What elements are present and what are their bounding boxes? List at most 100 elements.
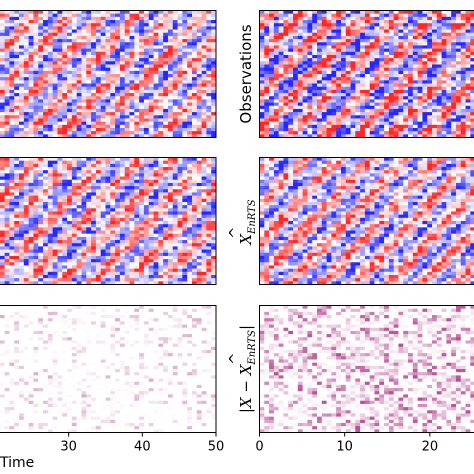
- heatmap-cell: [91, 32, 97, 37]
- heatmap-cell: [19, 160, 25, 165]
- heatmap-cell: [460, 89, 466, 94]
- heatmap-cell: [451, 16, 457, 21]
- heatmap-cell: [148, 83, 154, 88]
- heatmap-cell: [470, 80, 474, 84]
- heatmap-cell: [0, 83, 5, 88]
- heatmap-cell: [76, 214, 82, 219]
- heatmap-cell: [317, 13, 323, 18]
- heatmap-cell: [167, 67, 174, 72]
- heatmap-cell: [91, 131, 97, 135]
- heatmap-cell: [43, 274, 49, 279]
- heatmap-cell: [264, 134, 270, 138]
- heatmap-cell: [81, 262, 87, 266]
- heatmap-cell: [4, 182, 10, 187]
- heatmap-cell: [336, 54, 342, 59]
- heatmap-cell: [288, 89, 294, 94]
- heatmap-cell: [283, 39, 289, 43]
- heatmap-cell: [52, 96, 58, 100]
- heatmap-cell: [278, 10, 284, 15]
- heatmap-cell: [9, 167, 15, 171]
- heatmap-cell: [67, 281, 73, 285]
- heatmap-cell: [360, 23, 366, 27]
- heatmap-cell: [355, 16, 361, 21]
- heatmap-cell: [4, 86, 10, 91]
- heatmap-cell: [427, 83, 433, 88]
- heatmap-cell: [158, 32, 164, 37]
- heatmap-cell: [95, 271, 102, 276]
- heatmap-cell: [43, 249, 49, 254]
- heatmap-cell: [105, 131, 111, 135]
- heatmap-cell: [465, 77, 471, 81]
- heatmap-cell: [278, 89, 284, 94]
- heatmap-cell: [62, 39, 68, 43]
- heatmap-cell: [95, 64, 102, 68]
- heatmap-cell: [95, 89, 102, 94]
- heatmap-cell: [264, 105, 270, 110]
- heatmap-cell: [81, 89, 87, 94]
- heatmap-cell: [139, 102, 145, 107]
- heatmap-cell: [129, 80, 135, 84]
- heatmap-cell: [345, 80, 351, 84]
- heatmap-cell: [408, 108, 414, 113]
- heatmap-cell: [28, 121, 34, 126]
- heatmap-cell: [345, 134, 351, 138]
- heatmap-cell: [470, 112, 474, 116]
- heatmap-cell: [331, 39, 337, 43]
- heatmap-cell: [441, 32, 447, 37]
- heatmap-cell: [408, 54, 414, 59]
- heatmap-cell: [95, 255, 102, 260]
- heatmap-cell: [14, 189, 20, 193]
- heatmap-cell: [148, 39, 154, 43]
- heatmap-cell: [422, 102, 428, 107]
- heatmap-cell: [307, 99, 313, 103]
- heatmap-cell: [321, 131, 327, 135]
- heatmap-cell: [187, 42, 193, 46]
- heatmap-cell: [76, 173, 82, 177]
- heatmap-cell: [297, 61, 303, 65]
- heatmap-cell: [206, 64, 212, 68]
- heatmap-cell: [28, 281, 34, 285]
- heatmap-cell: [283, 23, 289, 27]
- heatmap-cell: [312, 112, 318, 116]
- heatmap-cell: [14, 217, 20, 222]
- heatmap-cell: [451, 96, 457, 100]
- heatmap-cell: [206, 54, 212, 59]
- heatmap-cell: [0, 86, 5, 91]
- heatmap-cell: [408, 96, 414, 100]
- heatmap-cell: [0, 54, 5, 59]
- heatmap-cell: [139, 80, 145, 84]
- heatmap-cell: [4, 112, 10, 116]
- heatmap-cell: [139, 23, 145, 27]
- heatmap-cell: [38, 252, 44, 257]
- heatmap-cell: [134, 189, 140, 193]
- heatmap-cell: [398, 115, 404, 119]
- heatmap-cell: [379, 20, 385, 24]
- heatmap-cell: [38, 61, 44, 65]
- heatmap-cell: [427, 61, 433, 65]
- heatmap-cell: [134, 217, 140, 222]
- heatmap-cell: [57, 221, 63, 225]
- heatmap-cell: [62, 278, 68, 282]
- heatmap-cell: [86, 262, 92, 266]
- heatmap-cell: [259, 13, 265, 18]
- heatmap-cell: [19, 42, 25, 46]
- heatmap-cell: [269, 32, 275, 37]
- heatmap-cell: [201, 48, 207, 53]
- heatmap-cell: [33, 20, 39, 24]
- heatmap-cell: [124, 67, 130, 72]
- heatmap-cell: [307, 23, 313, 27]
- heatmap-cell: [206, 35, 212, 40]
- heatmap-cell: [340, 86, 347, 91]
- heatmap-cell: [62, 281, 68, 285]
- heatmap-cell: [38, 64, 44, 68]
- heatmap-cell: [115, 278, 121, 282]
- heatmap-cell: [148, 112, 154, 116]
- heatmap-cell: [139, 179, 145, 184]
- heatmap-cell: [139, 227, 145, 231]
- heatmap-cell: [326, 32, 332, 37]
- heatmap-cell: [403, 20, 409, 24]
- heatmap-cell: [345, 93, 351, 97]
- heatmap-cell: [293, 54, 299, 59]
- heatmap-cell: [470, 86, 474, 91]
- heatmap-cell: [345, 131, 351, 135]
